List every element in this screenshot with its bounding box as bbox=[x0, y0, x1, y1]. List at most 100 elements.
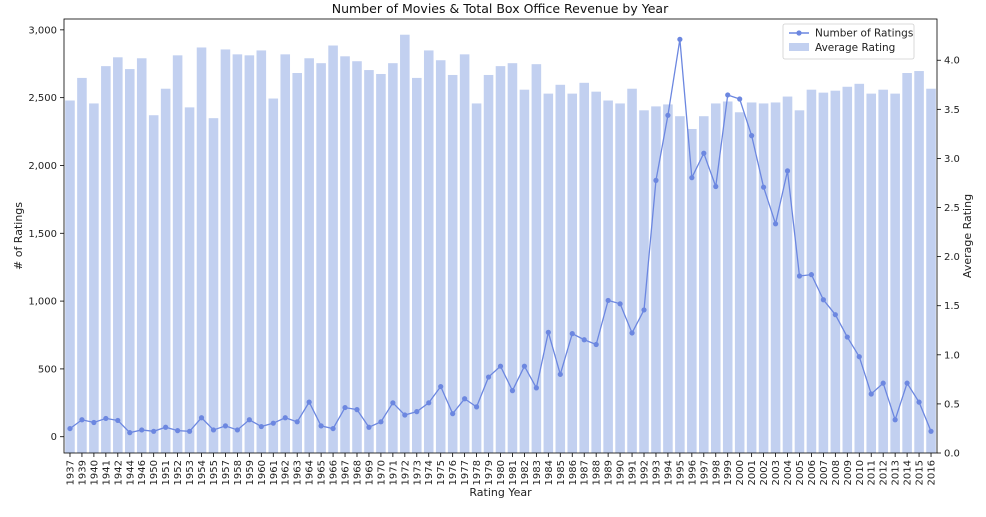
x-tick-label: 1944 bbox=[125, 460, 136, 485]
x-tick-label: 1964 bbox=[305, 460, 316, 485]
bar-2004 bbox=[782, 96, 793, 454]
point-1942 bbox=[115, 417, 121, 424]
right-tick-label: 2.5 bbox=[944, 203, 960, 214]
point-1975 bbox=[438, 383, 444, 390]
bar-1963 bbox=[292, 73, 302, 454]
bar-1998 bbox=[710, 103, 721, 454]
x-tick-label: 2015 bbox=[915, 460, 926, 485]
bar-1981 bbox=[507, 63, 518, 454]
x-tick-label: 1941 bbox=[101, 460, 112, 485]
line-series bbox=[67, 36, 934, 436]
x-tick-label: 1955 bbox=[209, 460, 220, 485]
x-tick-label: 2012 bbox=[879, 460, 890, 485]
point-1940 bbox=[91, 419, 97, 426]
x-tick-label: 2009 bbox=[843, 460, 854, 485]
bar-2015 bbox=[914, 71, 924, 454]
bar-1986 bbox=[567, 93, 578, 453]
point-2004 bbox=[784, 168, 791, 174]
left-tick-label: 2,500 bbox=[28, 93, 57, 104]
bar-1937 bbox=[65, 100, 75, 453]
bar-2012 bbox=[878, 89, 888, 453]
left-axis: 0 500 1,000 1,500 2,000 2,500 3,000 bbox=[28, 25, 64, 443]
x-tick-label: 2004 bbox=[783, 460, 794, 485]
point-1999 bbox=[725, 92, 731, 98]
right-tick-label: 1.5 bbox=[944, 301, 960, 312]
bar-1988 bbox=[591, 91, 601, 453]
x-tick-label: 2001 bbox=[747, 460, 758, 485]
bar-2009 bbox=[842, 86, 853, 453]
point-2013 bbox=[892, 417, 898, 423]
x-tick-label: 1937 bbox=[65, 460, 76, 485]
x-tick-label: 1972 bbox=[400, 460, 411, 485]
chart-title: Number of Movies & Total Box Office Reve… bbox=[332, 1, 669, 16]
x-tick-label: 2006 bbox=[807, 460, 818, 485]
x-axis: 1937 1939 1940 1941 1942 1944 1946 1950 1951 1952… bbox=[65, 453, 938, 485]
x-tick-label: 1989 bbox=[604, 460, 615, 485]
bar-1939 bbox=[77, 77, 87, 453]
point-2015 bbox=[916, 399, 922, 405]
point-1988 bbox=[593, 341, 599, 348]
bar-series bbox=[65, 34, 936, 454]
bar-1969 bbox=[364, 70, 374, 453]
x-tick-label: 1978 bbox=[472, 460, 483, 485]
x-tick-label: 1971 bbox=[388, 460, 399, 485]
point-1994 bbox=[665, 112, 671, 118]
x-tick-label: 1940 bbox=[89, 460, 100, 485]
point-1993 bbox=[653, 177, 659, 183]
bar-1999 bbox=[722, 101, 733, 453]
x-tick-label: 1993 bbox=[651, 460, 662, 485]
point-2011 bbox=[868, 391, 874, 397]
x-tick-label: 1998 bbox=[711, 460, 722, 485]
bar-1958 bbox=[232, 54, 243, 453]
x-tick-label: 1965 bbox=[317, 460, 328, 485]
x-tick-label: 1950 bbox=[149, 460, 160, 485]
bar-1959 bbox=[244, 55, 255, 453]
x-tick-label: 1957 bbox=[221, 460, 232, 485]
bar-1955 bbox=[208, 118, 219, 454]
x-tick-label: 1976 bbox=[448, 460, 459, 485]
point-1978 bbox=[473, 404, 480, 410]
bar-1954 bbox=[196, 47, 207, 454]
x-tick-label: 1954 bbox=[197, 460, 208, 485]
x-tick-label: 1966 bbox=[329, 460, 340, 485]
point-2016 bbox=[928, 428, 934, 434]
bar-1978 bbox=[471, 103, 482, 454]
right-tick-label: 1.0 bbox=[944, 350, 960, 361]
point-1952 bbox=[175, 428, 181, 434]
point-2008 bbox=[832, 312, 838, 318]
bar-1977 bbox=[459, 54, 470, 453]
x-tick-label: 2013 bbox=[891, 460, 902, 485]
point-1965 bbox=[318, 423, 324, 429]
x-tick-label: 1995 bbox=[675, 460, 686, 485]
legend-bar-swatch bbox=[789, 43, 809, 51]
bar-1976 bbox=[447, 74, 458, 453]
x-tick-label: 1968 bbox=[352, 460, 363, 485]
point-2006 bbox=[808, 272, 815, 278]
point-1987 bbox=[581, 337, 587, 343]
bar-2002 bbox=[758, 103, 769, 454]
bar-1953 bbox=[184, 107, 195, 454]
bar-1972 bbox=[400, 34, 410, 453]
bar-2005 bbox=[794, 110, 805, 453]
bar-1946 bbox=[136, 58, 147, 454]
x-axis-label: Rating Year bbox=[469, 486, 532, 499]
x-tick-label: 1986 bbox=[568, 460, 579, 485]
bar-1989 bbox=[603, 100, 613, 453]
point-2009 bbox=[844, 334, 850, 340]
bar-1974 bbox=[423, 50, 434, 454]
point-1970 bbox=[378, 419, 384, 425]
x-tick-label: 1973 bbox=[412, 460, 423, 485]
x-tick-label: 1980 bbox=[496, 460, 507, 485]
point-1991 bbox=[629, 330, 635, 336]
x-tick-label: 1962 bbox=[281, 460, 292, 485]
right-axis: 0.0 0.5 1.0 1.5 2.0 2.5 3.0 3.5 4.0 bbox=[937, 56, 960, 460]
bar-1940 bbox=[89, 103, 99, 454]
bar-1992 bbox=[639, 110, 649, 453]
left-tick-label: 500 bbox=[38, 364, 57, 375]
x-tick-label: 1959 bbox=[245, 460, 256, 485]
right-tick-label: 0.0 bbox=[944, 449, 960, 460]
x-tick-label: 2002 bbox=[759, 460, 770, 485]
x-tick-label: 1961 bbox=[269, 460, 280, 485]
point-1973 bbox=[414, 409, 420, 415]
right-tick-label: 4.0 bbox=[944, 56, 960, 67]
